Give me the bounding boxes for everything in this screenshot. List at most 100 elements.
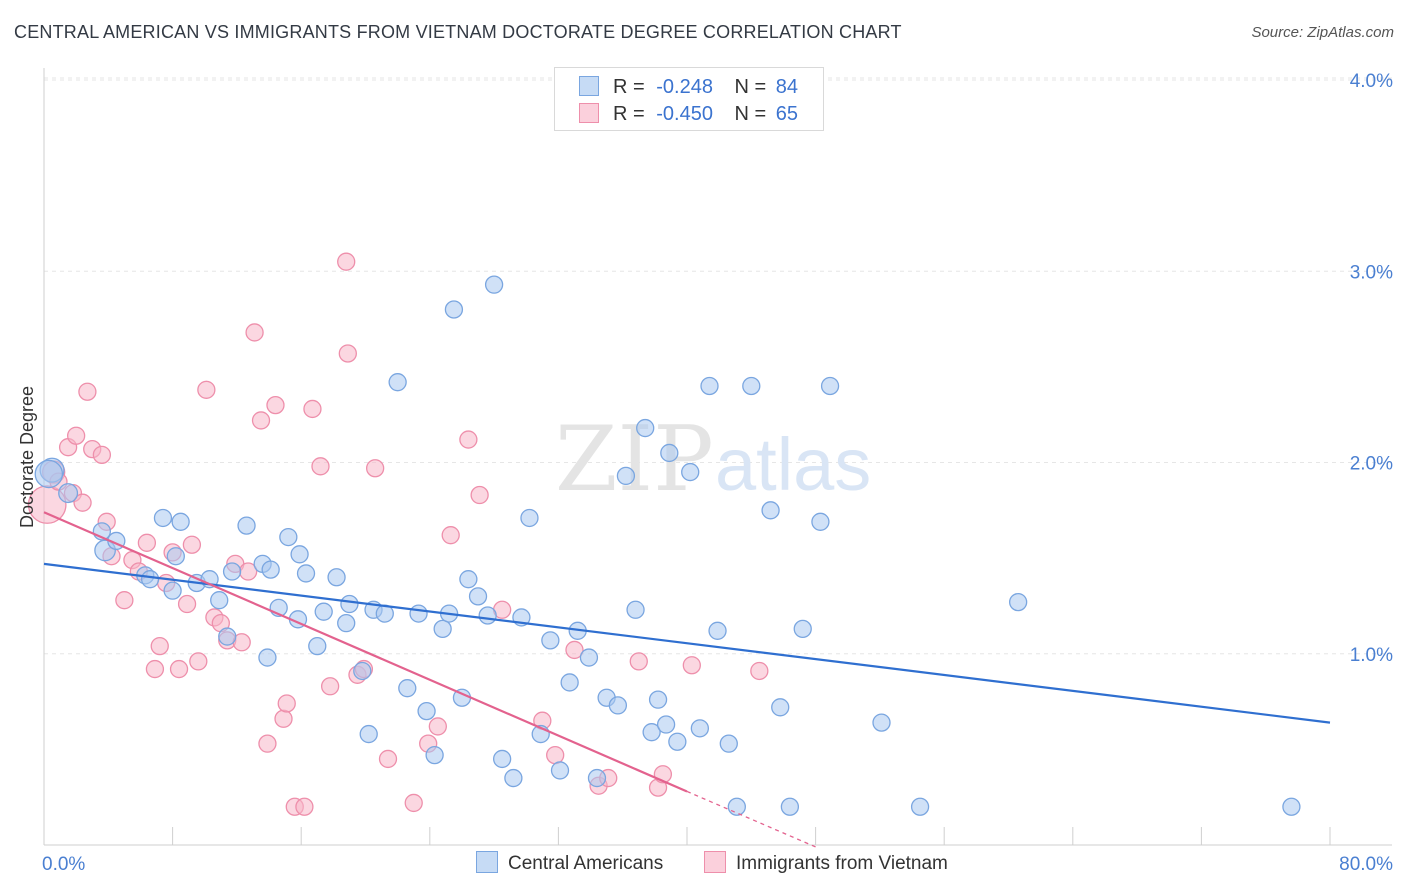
central-american-point [504, 768, 523, 788]
x-tick-labels: 0.0% 80.0% [42, 854, 1393, 875]
legend-n-label: N = [734, 76, 767, 98]
vietnam-point [365, 459, 385, 478]
central-american-point [727, 797, 746, 816]
central-american-point [433, 619, 452, 639]
y-tick-label: 2.0% [1350, 454, 1393, 475]
vietnam-point [177, 594, 197, 614]
vietnam-point [169, 659, 189, 679]
central-american-point [719, 734, 738, 753]
central-american-point [153, 508, 173, 528]
chart-title: CENTRAL AMERICAN VS IMMIGRANTS FROM VIET… [14, 22, 902, 42]
bottom-legend-vietnam: Immigrants from Vietnam [704, 851, 948, 875]
vietnam-point [459, 430, 478, 449]
trend-line-vietnam-extension [686, 790, 816, 848]
vietnam-point [629, 652, 648, 671]
vietnam-point [682, 656, 701, 675]
central-american-point [314, 602, 333, 621]
central-american-point [660, 443, 679, 463]
central-american-point [140, 570, 160, 589]
central-american-point [218, 627, 237, 646]
vietnam-point [295, 797, 314, 816]
vietnam-point [78, 382, 97, 401]
central-american-point [171, 512, 190, 531]
central-american-point [780, 797, 800, 816]
central-american-point [811, 512, 830, 531]
central-american-point [337, 614, 356, 633]
vietnam-point [320, 677, 340, 696]
central-american-point [681, 462, 700, 482]
central-american-point [587, 768, 607, 788]
central-american-point [166, 547, 185, 566]
bottom-legend-label: Central Americans [508, 853, 664, 874]
central-american-point [290, 545, 309, 564]
central-american-point [409, 604, 428, 623]
central-american-point [237, 516, 256, 535]
y-tick-label: 3.0% [1350, 262, 1393, 283]
bottom-legend-swatch-pink [704, 851, 726, 873]
vietnam-point [137, 533, 157, 552]
legend-swatch-blue [579, 76, 599, 96]
central-american-point [541, 631, 560, 650]
y-tick-labels: 1.0% 2.0% 3.0% 4.0% [1350, 71, 1393, 666]
central-american-point [1282, 797, 1301, 816]
series-central-americans-points [34, 275, 1301, 816]
vietnam-point [337, 252, 356, 271]
vietnam-point [245, 323, 264, 342]
central-american-point [58, 483, 79, 504]
central-american-point [820, 376, 840, 396]
central-american-point [308, 636, 327, 656]
central-american-point [222, 562, 242, 581]
central-american-point [353, 661, 372, 681]
central-american-point [279, 527, 298, 547]
central-american-point [444, 300, 464, 319]
vietnam-point [303, 399, 322, 419]
x-tick-label: 0.0% [42, 854, 85, 875]
vietnam-point [750, 661, 769, 681]
central-american-point [478, 606, 497, 625]
legend-n-label: N = [734, 103, 767, 125]
central-american-point [34, 459, 64, 489]
vietnam-point [150, 636, 169, 656]
vietnam-point [266, 395, 285, 415]
central-american-point [700, 376, 719, 396]
central-american-point [642, 723, 661, 742]
vietnam-point [115, 591, 134, 610]
trend-lines [43, 511, 1331, 848]
legend-n-value: 84 [775, 76, 799, 98]
central-american-point [296, 564, 316, 583]
central-american-point [468, 587, 488, 606]
legend-r-label: R = [613, 76, 645, 98]
legend-r-value: -0.248 [656, 76, 713, 98]
vietnam-point [145, 659, 165, 679]
vietnam-point [251, 411, 271, 430]
central-american-point [690, 719, 710, 738]
legend-r-label: R = [613, 103, 645, 125]
vietnam-point [546, 745, 565, 765]
vietnam-point [404, 793, 423, 813]
x-tick-label: 80.0% [1339, 854, 1393, 875]
central-american-point [771, 698, 790, 717]
central-american-point [261, 560, 280, 579]
vietnam-point [277, 694, 296, 713]
legend-n-value: 65 [775, 103, 799, 125]
axes [43, 68, 1392, 846]
central-american-point [484, 275, 504, 294]
central-american-point [560, 673, 579, 692]
central-american-point [708, 621, 727, 640]
legend-row-central-americans: R = -0.248 N = 84 [579, 76, 798, 100]
vietnam-point [338, 344, 357, 363]
correlation-legend: R = -0.248 N = 84 R = -0.450 N = 65 [554, 67, 824, 131]
central-american-point [359, 724, 378, 744]
vietnam-point [73, 493, 92, 512]
central-american-point [520, 508, 539, 528]
bottom-legend-swatch-blue [476, 851, 498, 873]
vietnam-point [565, 640, 584, 660]
central-american-point [417, 701, 436, 721]
y-tick-label: 4.0% [1350, 71, 1393, 92]
vietnam-point [428, 717, 447, 736]
vietnam-point [470, 485, 489, 505]
central-american-point [550, 761, 570, 780]
central-american-point [492, 749, 512, 769]
vietnam-point [274, 709, 293, 728]
central-american-point [648, 690, 668, 709]
